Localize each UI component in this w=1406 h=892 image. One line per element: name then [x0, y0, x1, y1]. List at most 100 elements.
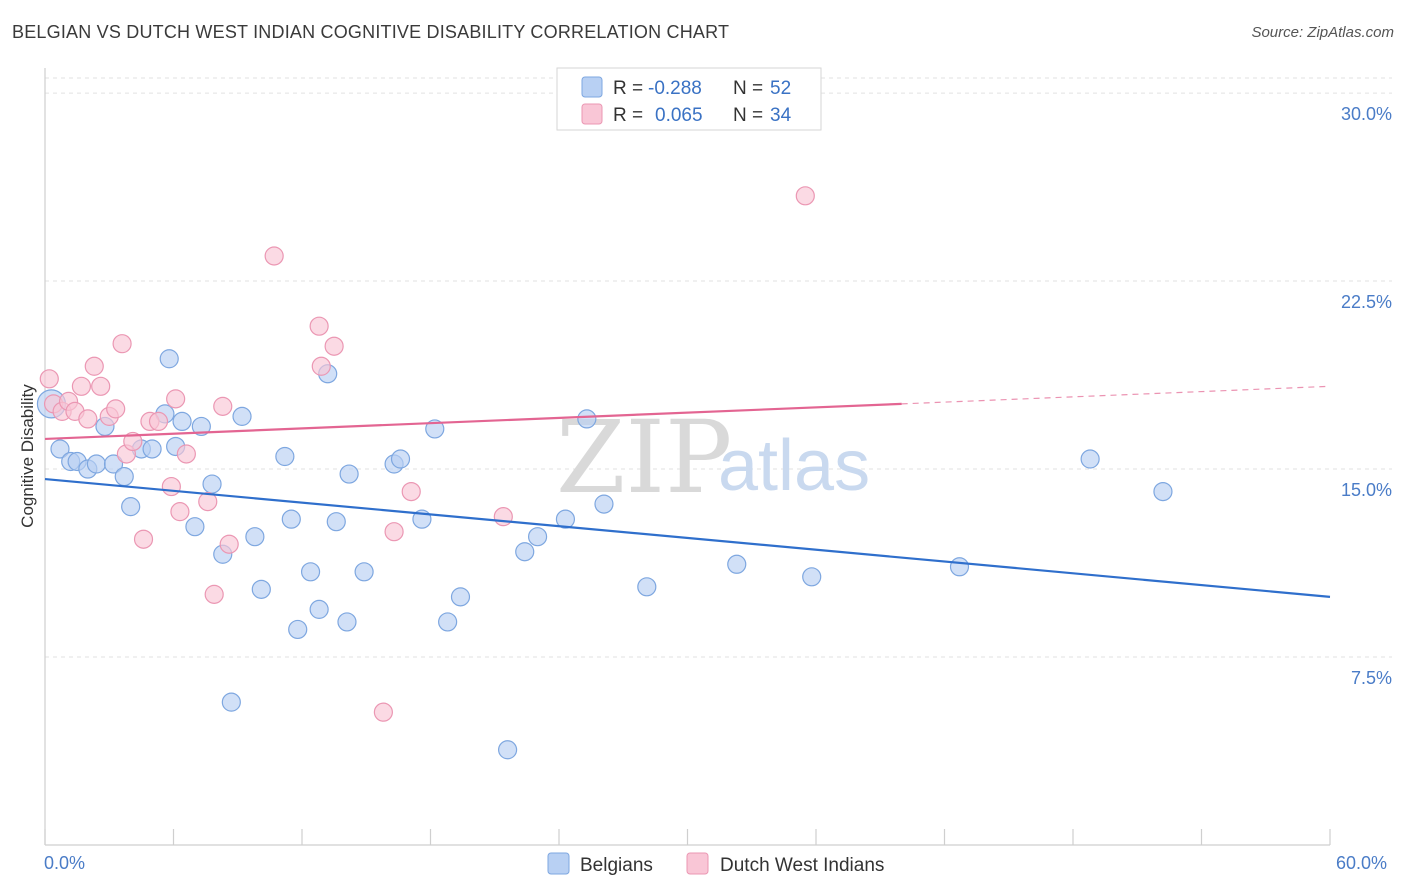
- belgian-point-35: [390, 449, 411, 469]
- belgian-point-42: [527, 527, 548, 547]
- belgian-point-11: [142, 439, 162, 459]
- belgian-point-45: [594, 494, 614, 514]
- dwi-point-33: [795, 186, 815, 206]
- dwi-point-19: [170, 502, 190, 522]
- belgian-point-49: [949, 557, 970, 577]
- dwi-point-27: [311, 356, 331, 376]
- y-tick-label-0: 7.5%: [1351, 668, 1392, 688]
- belgian-point-40: [498, 740, 518, 760]
- y-tick-label-3: 30.0%: [1341, 104, 1392, 124]
- belgian-point-23: [251, 579, 271, 599]
- trend-line-dwi: [44, 402, 902, 441]
- belgian-point-25: [281, 509, 301, 529]
- dwi-point-17: [161, 476, 181, 497]
- dwi-point-20: [176, 444, 196, 464]
- legend-r-value-dwi: 0.065: [655, 105, 703, 126]
- dwi-point-5: [71, 376, 92, 396]
- dwi-point-24: [219, 534, 239, 554]
- watermark-atlas: atlas: [718, 426, 870, 506]
- x-tick-marks: [44, 829, 1331, 845]
- belgian-point-39: [450, 587, 471, 607]
- belgian-point-9: [121, 497, 141, 517]
- trend-line-belgians: [44, 477, 1331, 598]
- chart-source: Source: ZipAtlas.com: [1251, 24, 1394, 41]
- dwi-point-11: [112, 334, 132, 354]
- bottom-legend-label-belgians: Belgians: [580, 855, 653, 876]
- legend-r-label-dwi: R =: [613, 105, 643, 126]
- dwi-point-31: [401, 481, 421, 502]
- dwi-point-8: [91, 376, 111, 396]
- dwi-point-28: [324, 336, 344, 356]
- belgian-point-43: [555, 509, 576, 529]
- y-tick-label-2: 22.5%: [1341, 292, 1392, 312]
- legend-n-value-dwi: 34: [770, 105, 792, 126]
- bottom-legend: Belgians Dutch West Indians: [547, 852, 884, 876]
- belgian-point-47: [727, 554, 747, 574]
- y-axis-label: Cognitive Disability: [18, 384, 37, 528]
- dwi-point-0: [39, 369, 59, 389]
- x-tick-labels: 0.0% 60.0%: [44, 853, 1387, 873]
- top-legend: R = -0.288 N = 52 R = 0.065 N = 34: [556, 67, 822, 131]
- bottom-legend-swatch-belgians: [547, 852, 570, 875]
- dwi-point-26: [309, 316, 329, 336]
- dwi-point-32: [493, 507, 513, 527]
- belgian-point-8: [114, 466, 134, 487]
- belgian-point-21: [232, 406, 252, 426]
- dwi-point-16: [148, 411, 169, 432]
- dwi-point-10: [106, 399, 126, 419]
- legend-n-value-belgians: 52: [770, 78, 791, 99]
- belgian-point-50: [1080, 449, 1100, 469]
- series-belgians: [36, 349, 1173, 760]
- trend-lines: [44, 385, 1331, 598]
- belgian-point-44: [577, 409, 597, 429]
- dwi-point-14: [133, 529, 154, 549]
- belgian-point-37: [425, 419, 445, 439]
- dwi-point-23: [213, 396, 233, 416]
- belgian-point-1: [50, 439, 70, 459]
- trend-line-dwi-extension: [901, 385, 1331, 405]
- legend-swatch-dwi: [581, 103, 603, 125]
- belgian-point-30: [326, 512, 346, 532]
- belgian-point-24: [275, 446, 295, 467]
- gridlines: [45, 77, 1392, 658]
- y-tick-labels: 7.5% 15.0% 22.5% 30.0%: [1341, 104, 1392, 688]
- belgian-point-31: [337, 612, 357, 632]
- belgian-point-17: [191, 416, 211, 437]
- belgian-point-48: [802, 567, 822, 587]
- dwi-point-29: [373, 702, 393, 722]
- belgian-point-7: [103, 454, 124, 474]
- x-tick-label-min: 0.0%: [44, 853, 85, 873]
- dwi-point-25: [264, 246, 284, 266]
- belgian-point-46: [637, 577, 657, 597]
- y-tick-label-1: 15.0%: [1341, 480, 1392, 500]
- belgian-point-15: [172, 411, 192, 432]
- belgian-point-20: [221, 692, 241, 712]
- belgian-point-22: [245, 527, 265, 547]
- belgian-point-41: [515, 542, 535, 562]
- dwi-point-22: [204, 584, 224, 604]
- legend-n-label-belgians: N =: [733, 78, 763, 99]
- belgian-point-26: [288, 619, 308, 640]
- dwi-point-7: [84, 356, 104, 376]
- legend-swatch-belgians: [581, 76, 603, 98]
- belgian-point-18: [202, 474, 222, 494]
- dwi-point-6: [78, 409, 98, 429]
- belgian-point-5: [86, 454, 107, 474]
- belgian-point-51: [1153, 481, 1173, 502]
- belgian-point-33: [354, 562, 374, 582]
- x-tick-label-max: 60.0%: [1336, 853, 1387, 873]
- dwi-point-13: [123, 431, 143, 452]
- belgian-point-28: [309, 599, 329, 619]
- legend-r-label-belgians: R =: [613, 78, 643, 99]
- dwi-point-18: [166, 389, 186, 409]
- dwi-point-30: [384, 522, 404, 542]
- dwi-point-21: [198, 492, 218, 512]
- belgian-point-38: [438, 612, 458, 632]
- chart-title: BELGIAN VS DUTCH WEST INDIAN COGNITIVE D…: [12, 22, 730, 42]
- legend-r-value-belgians: -0.288: [648, 78, 702, 99]
- belgian-point-16: [185, 517, 205, 537]
- bottom-legend-swatch-dwi: [686, 852, 709, 875]
- legend-n-label-dwi: N =: [733, 105, 763, 126]
- bottom-legend-label-dwi: Dutch West Indians: [720, 855, 884, 876]
